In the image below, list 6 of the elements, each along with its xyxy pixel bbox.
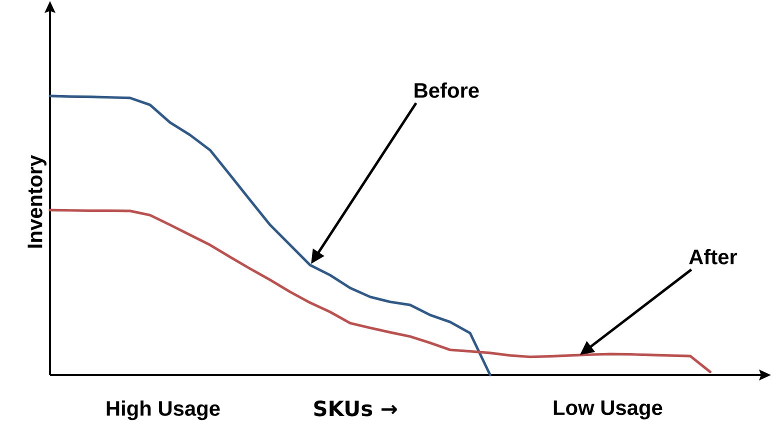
annotation: After: [689, 248, 738, 264]
x-axis-title: SKUs →: [314, 400, 397, 416]
y-axis-title: Inventory: [28, 155, 46, 248]
text: Low Usage: [554, 400, 662, 420]
annotation: Before: [414, 82, 479, 98]
text: High Usage: [106, 400, 220, 420]
